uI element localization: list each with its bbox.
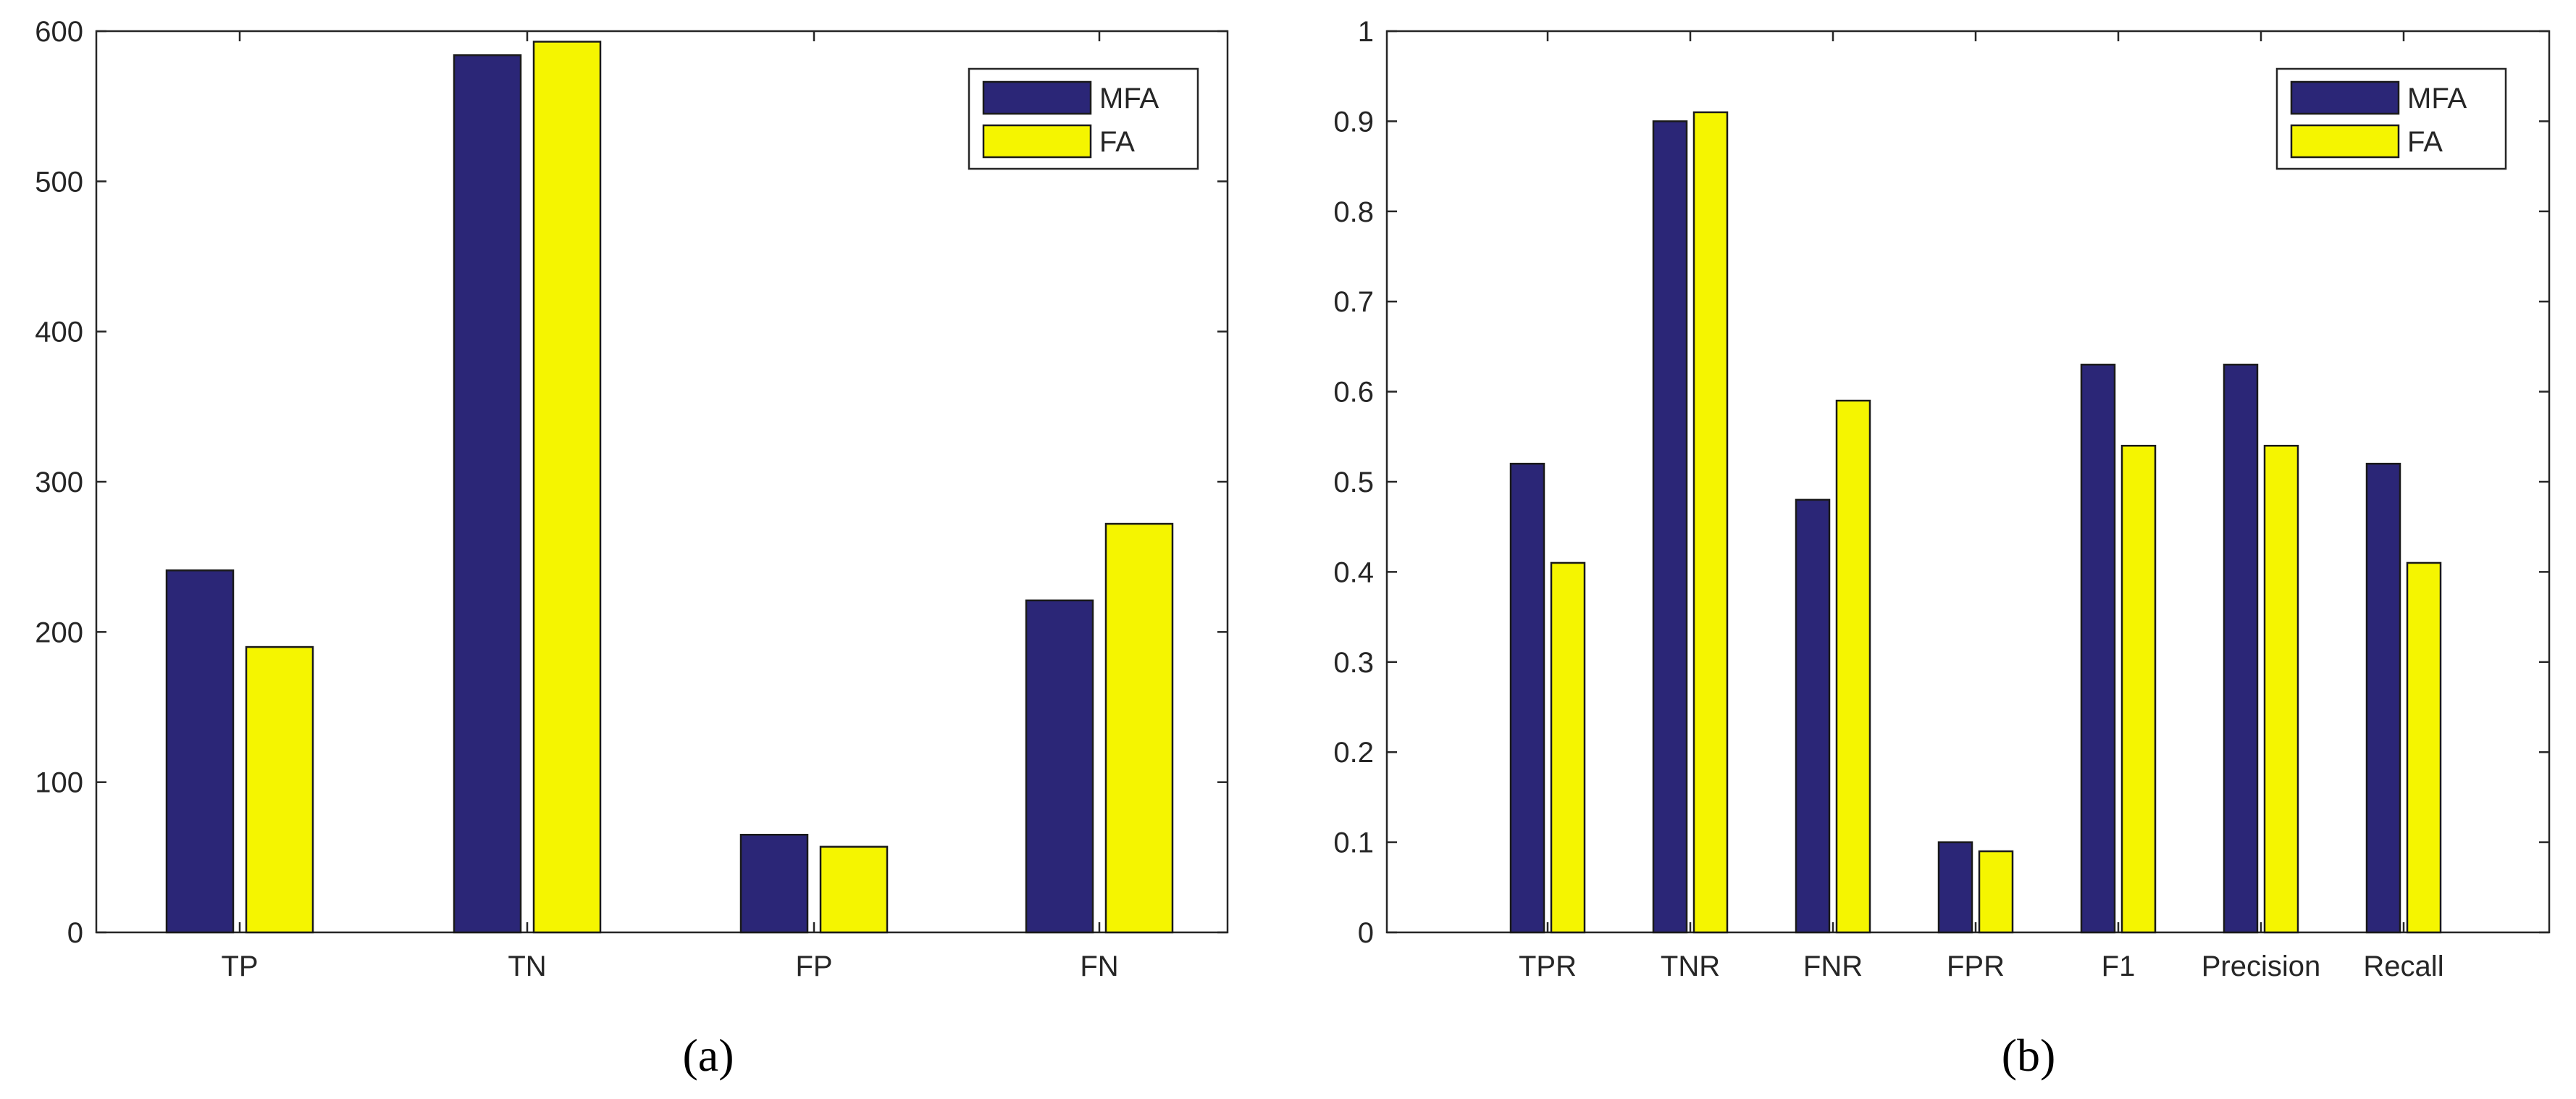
y-tick-label: 300	[35, 467, 83, 498]
x-tick-label: FPR	[1947, 950, 2005, 982]
y-tick-label: 0.4	[1333, 556, 1374, 588]
x-tick-label: TNR	[1661, 950, 1720, 982]
y-tick-label: 0.8	[1333, 196, 1374, 228]
y-tick-label: 600	[35, 16, 83, 48]
y-tick-label: 0	[1358, 917, 1374, 949]
bar-mfa-tnr	[1652, 120, 1688, 934]
legend-label-fa: FA	[1099, 126, 1135, 158]
x-tick-label: Precision	[2202, 950, 2321, 982]
legend-swatch-fa	[982, 124, 1092, 159]
bar-mfa-recall	[2365, 462, 2401, 934]
bar-fa-tp	[245, 645, 314, 934]
chart-panel-b: 0 0.1 0.2 0.3 0.4 0.5 0.6 0.7 0.8 0.9 1 TPR TNR FNR FP…	[1333, 16, 2551, 1081]
x-tick-label: FN	[1080, 950, 1118, 982]
legend-label-mfa: MFA	[2407, 83, 2467, 114]
bar-mfa-tp	[165, 569, 235, 934]
y-tick-label: 0.2	[1333, 737, 1374, 769]
legend-swatch-fa	[2290, 124, 2400, 159]
panel-caption: (a)	[682, 1029, 734, 1081]
x-tick-label: FP	[795, 950, 832, 982]
legend: MFA FA	[2275, 67, 2507, 170]
y-tick-label: 0.1	[1333, 827, 1374, 859]
x-tick-label: TP	[221, 950, 258, 982]
bar-mfa-tn	[453, 54, 522, 934]
bar-fa-tn	[532, 41, 602, 934]
y-tick-label: 0.9	[1333, 106, 1374, 138]
y-tick-label: 100	[35, 767, 83, 799]
bar-mfa-precision	[2223, 364, 2259, 934]
x-tick-label: TN	[508, 950, 546, 982]
y-tick-label: 0	[67, 917, 83, 949]
bar-mfa-fpr	[1937, 841, 1973, 934]
y-tick-label: 0.5	[1333, 467, 1374, 498]
x-tick-label: F1	[2102, 950, 2136, 982]
bar-fa-fp	[819, 845, 889, 934]
x-tick-label: FNR	[1803, 950, 1863, 982]
panel-caption: (b)	[2002, 1029, 2056, 1081]
bar-mfa-fn	[1025, 599, 1094, 934]
y-tick-label: 400	[35, 317, 83, 348]
y-tick-label: 0.6	[1333, 377, 1374, 409]
legend-swatch-mfa	[2290, 80, 2400, 115]
legend: MFA FA	[968, 67, 1199, 170]
bar-fa-fn	[1104, 522, 1174, 934]
bar-fa-fnr	[1835, 399, 1871, 934]
y-tick-label: 200	[35, 617, 83, 648]
y-tick-label: 1	[1358, 16, 1374, 48]
bar-fa-tnr	[1692, 111, 1729, 934]
bar-mfa-fnr	[1795, 498, 1831, 934]
chart-panel-a: 0 100 200 300 400 500 600 TP TN FP FN MFA FA (a)	[35, 16, 1229, 1081]
x-tick-label: TPR	[1519, 950, 1577, 982]
bar-fa-recall	[2406, 561, 2442, 934]
y-tick-label: 0.3	[1333, 647, 1374, 679]
bar-mfa-tpr	[1509, 462, 1545, 934]
legend-label-fa: FA	[2407, 126, 2443, 158]
x-tick-label: Recall	[2363, 950, 2443, 982]
legend-swatch-mfa	[982, 80, 1092, 115]
bar-fa-tpr	[1550, 561, 1586, 934]
bar-fa-precision	[2263, 444, 2299, 934]
y-tick-label: 500	[35, 166, 83, 198]
bar-fa-f1	[2120, 444, 2157, 934]
bar-mfa-fp	[739, 833, 809, 934]
bar-mfa-f1	[2080, 364, 2116, 934]
bar-fa-fpr	[1978, 850, 2014, 934]
legend-label-mfa: MFA	[1099, 83, 1159, 114]
y-tick-label: 0.7	[1333, 286, 1374, 318]
